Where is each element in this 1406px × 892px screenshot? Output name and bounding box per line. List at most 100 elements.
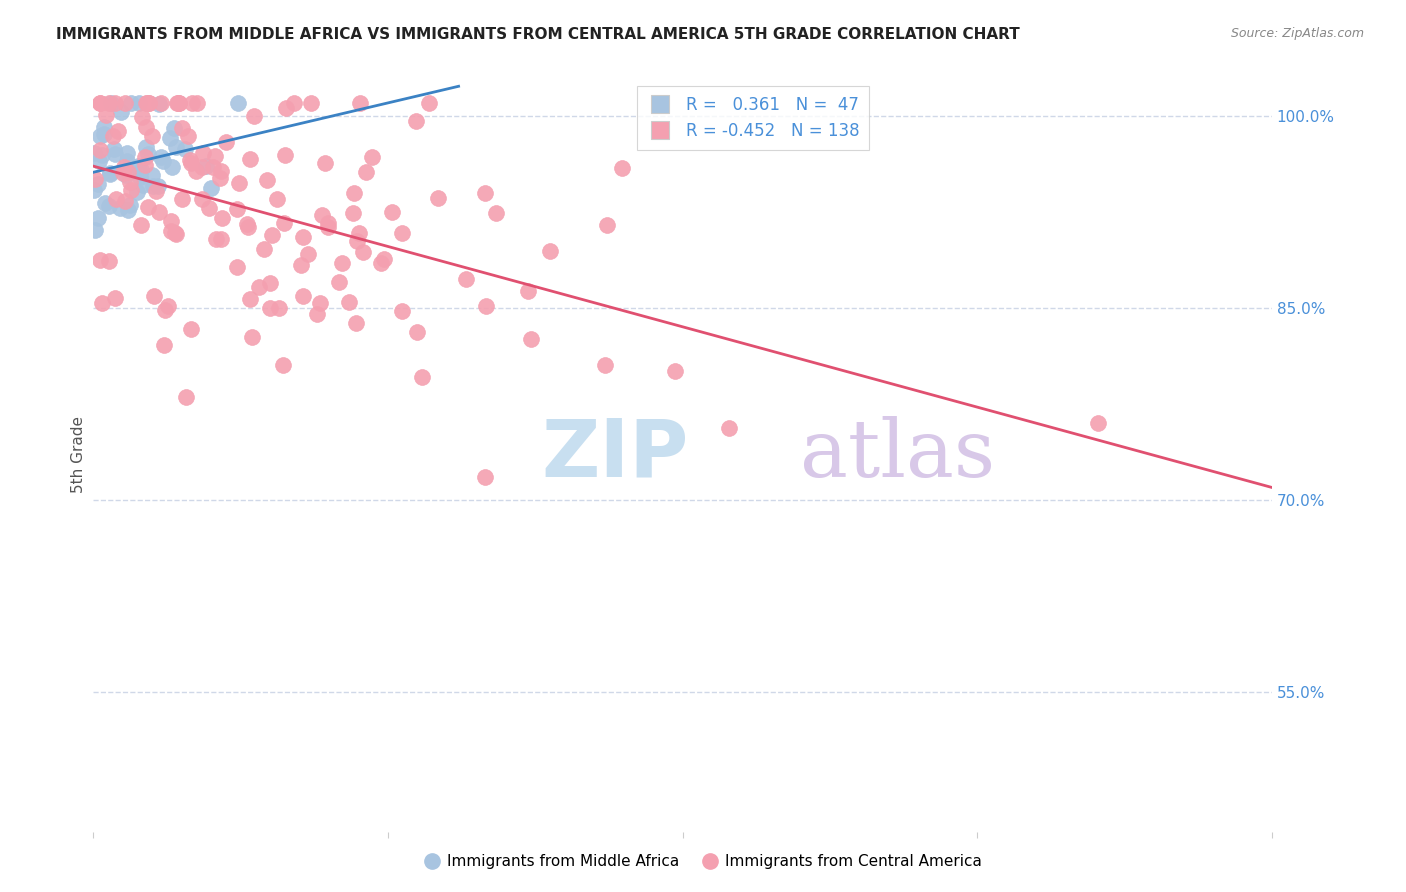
Point (283, 96, 305, 111)
Point (316, 220, 339, 235)
Point (297, 247, 319, 261)
Point (290, 258, 312, 272)
Point (103, 129, 125, 144)
Point (664, 364, 686, 378)
Point (159, 131, 181, 145)
Point (454, 272, 477, 286)
Point (87, 153, 110, 168)
Point (104, 146, 127, 161)
Point (349, 96, 371, 111)
Point (120, 175, 142, 189)
Point (166, 96, 188, 111)
Point (135, 140, 157, 154)
Point (93, 127, 115, 141)
Point (266, 192, 288, 206)
Point (165, 226, 187, 240)
Point (538, 244, 561, 258)
Point (373, 252, 395, 266)
Point (83, 183, 105, 197)
Point (89, 143, 111, 157)
Point (159, 213, 181, 227)
Point (204, 149, 226, 163)
Point (243, 109, 266, 123)
Point (215, 136, 238, 150)
Point (117, 202, 139, 217)
Point (209, 232, 232, 246)
Point (94, 195, 117, 210)
Point (104, 96, 127, 111)
Point (299, 96, 322, 111)
Point (166, 96, 188, 111)
Point (125, 185, 148, 199)
Point (344, 317, 367, 331)
Point (308, 296, 330, 310)
Y-axis label: 5th Grade: 5th Grade (72, 417, 86, 493)
Point (152, 338, 174, 352)
Point (596, 219, 619, 233)
Point (205, 232, 228, 246)
Point (108, 201, 131, 215)
Point (405, 325, 427, 339)
Point (517, 284, 540, 298)
Point (141, 169, 163, 183)
Point (200, 181, 222, 195)
Point (148, 97, 170, 112)
Point (352, 245, 374, 260)
Point (307, 307, 329, 321)
Point (129, 218, 152, 232)
Point (180, 156, 202, 170)
Point (89, 96, 111, 111)
Point (274, 147, 297, 161)
Point (94, 108, 117, 122)
Point (100, 96, 122, 111)
Point (145, 184, 167, 198)
Point (226, 260, 249, 274)
Point (115, 153, 138, 168)
Point (83, 145, 105, 160)
Point (97, 96, 120, 111)
Point (93, 120, 115, 135)
Point (343, 186, 366, 200)
Point (132, 178, 155, 192)
Point (181, 96, 204, 111)
Point (120, 96, 142, 111)
Point (135, 120, 157, 135)
Point (311, 208, 333, 222)
Point (208, 170, 231, 185)
Point (104, 291, 127, 305)
Point (291, 230, 314, 244)
Text: Source: ZipAtlas.com: Source: ZipAtlas.com (1230, 27, 1364, 40)
Point (240, 330, 263, 344)
Point (177, 128, 200, 143)
Point (180, 322, 202, 336)
Point (717, 421, 740, 435)
Point (269, 301, 291, 315)
Point (107, 123, 129, 137)
Point (156, 299, 179, 313)
Point (138, 96, 160, 111)
Point (86, 177, 108, 191)
Point (391, 226, 413, 240)
Point (90, 295, 112, 310)
Point (83, 172, 105, 186)
Point (117, 165, 139, 179)
Point (226, 96, 249, 111)
Point (202, 161, 225, 175)
Point (148, 205, 170, 219)
Point (134, 150, 156, 164)
Point (127, 160, 149, 174)
Point (170, 192, 193, 206)
Point (226, 202, 249, 216)
Point (110, 104, 132, 119)
Point (239, 153, 262, 167)
Point (405, 114, 427, 128)
Point (103, 142, 125, 156)
Point (475, 299, 498, 313)
Point (167, 96, 190, 111)
Point (342, 206, 364, 220)
Point (209, 163, 232, 178)
Point (228, 177, 250, 191)
Point (474, 186, 496, 200)
Point (316, 216, 339, 230)
Point (186, 96, 208, 111)
